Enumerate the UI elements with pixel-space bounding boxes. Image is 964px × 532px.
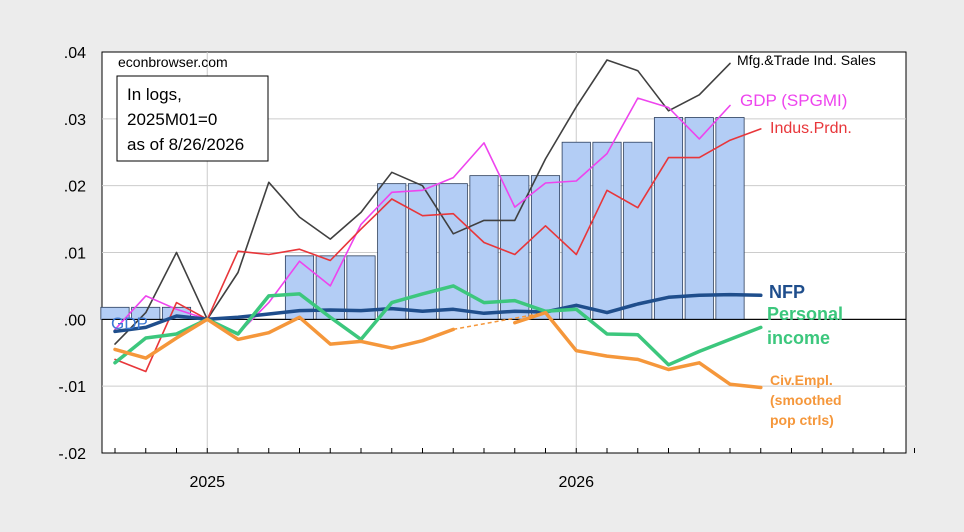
series-line-dashed [453, 311, 546, 331]
gdp-bar [438, 183, 468, 320]
gdp-bar [623, 141, 653, 320]
series-line [114, 128, 762, 373]
x-tick-label: 2025 [189, 474, 225, 491]
note-line-1: In logs, [127, 85, 182, 104]
y-tick-label: .03 [64, 112, 86, 129]
gdp-bar [377, 183, 407, 320]
label-personal-income-1: Personal [767, 304, 843, 324]
gdp-bar [561, 141, 591, 320]
gdp-bar [715, 117, 745, 320]
label-gdp: GDP [111, 314, 148, 333]
label-civ-empl-3: pop ctrls) [770, 412, 834, 428]
gdp-bar [653, 117, 684, 320]
series-line [113, 310, 763, 390]
series-line [114, 59, 731, 345]
label-nfp: NFP [769, 282, 805, 302]
label-mfg: Mfg.&Trade Ind. Sales [737, 52, 876, 68]
y-tick-label: .01 [64, 246, 86, 263]
x-tick-label: 2026 [558, 474, 594, 491]
gdp-bar [684, 117, 714, 320]
gdp-bar [592, 141, 622, 320]
note-box [116, 75, 269, 162]
label-civ-empl-2: (smoothed [770, 392, 842, 408]
source-label: econbrowser.com [118, 54, 228, 70]
gdp-bar [530, 175, 561, 320]
series-line [113, 292, 763, 334]
y-tick-label: -.01 [58, 379, 86, 396]
note-line-3: as of 8/26/2026 [127, 135, 244, 154]
note-line-2: 2025M01=0 [127, 110, 217, 129]
label-personal-income-2: income [767, 328, 830, 348]
axes: .04 .03 .02 .01 .00 -.01 -.02 2025 2026 [58, 45, 915, 491]
y-tick-label: .02 [64, 179, 86, 196]
label-gdp-spgmi: GDP (SPGMI) [740, 91, 847, 110]
y-tick-label: .00 [64, 312, 86, 329]
series-line [113, 284, 763, 367]
gdp-bar [500, 175, 530, 320]
label-ip: Indus.Prdn. [770, 120, 852, 137]
gdp-bars [100, 117, 906, 320]
y-tick-label: .04 [64, 45, 86, 62]
label-civ-empl-1: Civ.Empl. [770, 372, 833, 388]
y-tick-label: -.02 [58, 446, 86, 463]
gdp-bar [407, 183, 438, 320]
series-lines [113, 59, 763, 390]
